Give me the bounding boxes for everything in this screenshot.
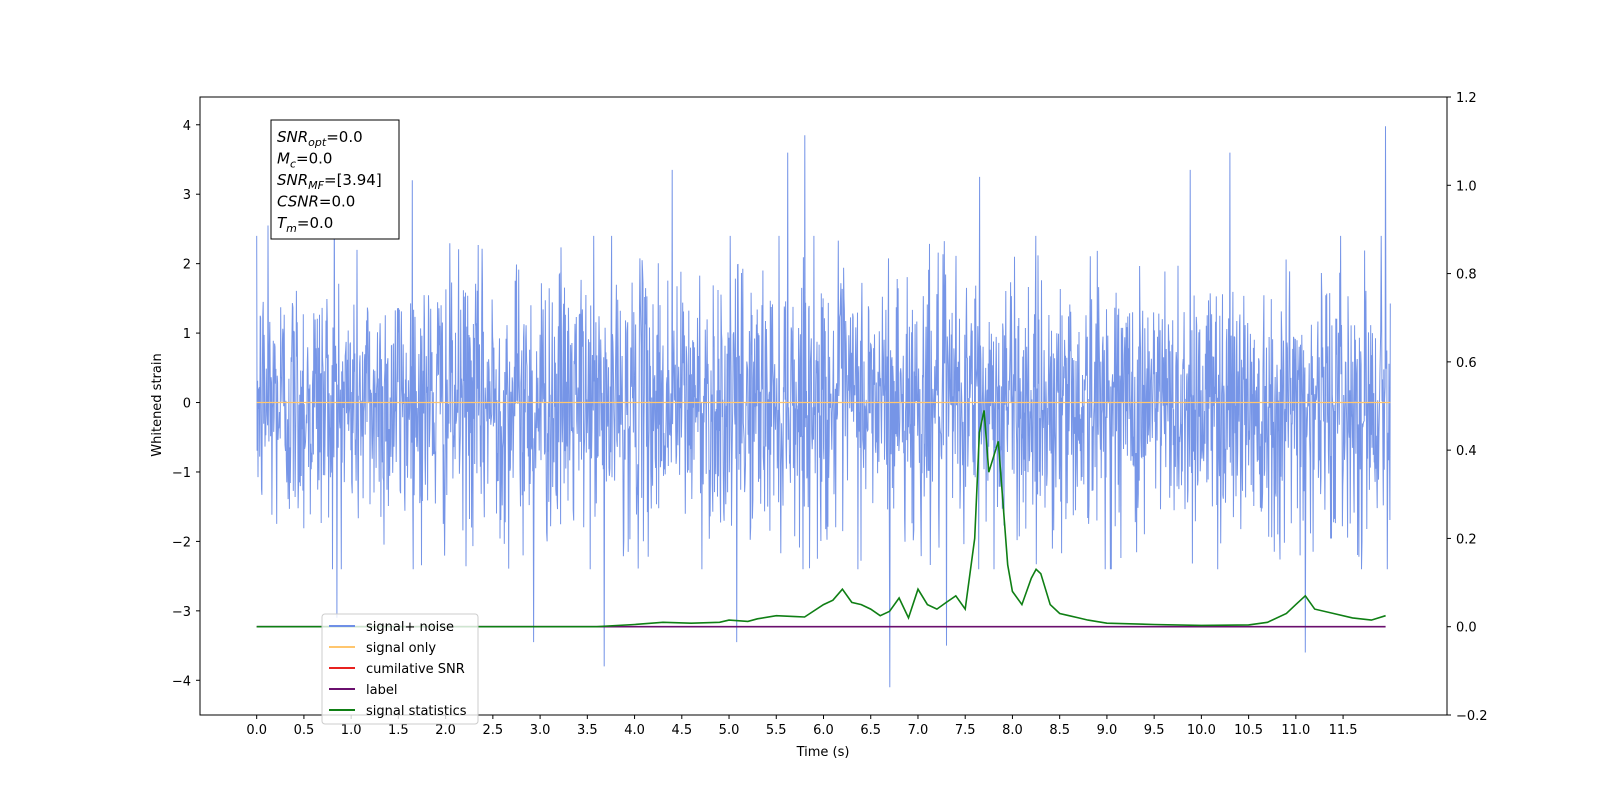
noise-line — [256, 126, 1391, 688]
x-tick-label: 1.0 — [341, 723, 362, 738]
x-tick-label: 3.5 — [577, 723, 598, 738]
y-tick-label: −3 — [172, 605, 191, 620]
info-subscript: opt — [308, 136, 327, 149]
y-tick-label: 3 — [183, 188, 191, 203]
y2-tick-label: 0.0 — [1456, 621, 1477, 636]
x-tick-label: 4.0 — [624, 723, 645, 738]
x-tick-label: 5.5 — [766, 723, 787, 738]
plot-area — [256, 126, 1391, 688]
legend-label: signal only — [366, 641, 436, 656]
x-tick-label: 0.5 — [294, 723, 315, 738]
info-subscript: m — [286, 222, 297, 235]
info-annotation-box: SNRopt=0.0Mc=0.0SNRMF=[3.94]CSNR=0.0Tm=0… — [270, 119, 400, 240]
x-tick-label: 1.5 — [388, 723, 409, 738]
statistics-line — [256, 410, 1386, 628]
info-line: Mc=0.0 — [277, 150, 332, 171]
x-tick-label: 5.0 — [719, 723, 740, 738]
y2-tick-label: 1.0 — [1456, 179, 1477, 194]
y-tick-label: 2 — [183, 258, 191, 273]
info-value: =0.0 — [319, 193, 355, 211]
info-symbol: SNR — [277, 128, 308, 146]
legend-label: cumilative SNR — [366, 662, 465, 677]
x-tick-label: 6.5 — [860, 723, 881, 738]
info-line: SNRMF=[3.94] — [277, 171, 382, 192]
y2-tick-label: 0.2 — [1456, 532, 1477, 547]
x-tick-label: 2.5 — [483, 723, 504, 738]
x-tick-label: 11.5 — [1329, 723, 1358, 738]
legend-label: signal+ noise — [366, 620, 454, 635]
x-tick-label: 9.0 — [1097, 723, 1118, 738]
y-tick-label: 1 — [183, 327, 191, 342]
info-subscript: MF — [308, 179, 324, 192]
x-tick-label: 7.5 — [955, 723, 976, 738]
info-symbol: M — [277, 150, 290, 168]
y-axis-ticks: 4 3 2 1 0 −1 −2 −3 −4 — [172, 119, 200, 689]
x-tick-label: 7.0 — [908, 723, 929, 738]
legend-frame — [321, 613, 479, 725]
x-tick-label: 2.0 — [435, 723, 456, 738]
legend: signal+ noise signal only cumilative SNR la… — [321, 613, 479, 725]
y-tick-label: 4 — [183, 119, 191, 134]
info-value: =0.0 — [326, 128, 362, 146]
y-axis-label: Whitened strain — [150, 353, 165, 456]
x-tick-label: 8.0 — [1002, 723, 1023, 738]
info-value: =0.0 — [296, 150, 332, 168]
legend-label: signal statistics — [366, 704, 467, 719]
info-value: =[3.94] — [324, 171, 382, 189]
legend-label: label — [366, 683, 397, 698]
x-tick-label: 8.5 — [1049, 723, 1070, 738]
x-tick-label: 6.0 — [813, 723, 834, 738]
y-tick-label: −4 — [172, 674, 191, 689]
info-line: CSNR=0.0 — [277, 193, 355, 211]
x-tick-label: 0.0 — [246, 723, 267, 738]
y-tick-label: −2 — [172, 535, 191, 550]
info-symbol: SNR — [277, 171, 308, 189]
statistics-series — [256, 410, 1386, 628]
y2-axis-ticks: 1.2 1.0 0.8 0.6 0.4 0.2 0.0 −0.2 — [1447, 91, 1488, 724]
x-axis-ticks: 0.0 0.5 1.0 1.5 2.0 2.5 3.0 3.5 4.0 4.5 5.0 5.5 6.0 6… — [246, 715, 1358, 738]
info-line: SNRopt=0.0 — [277, 128, 363, 149]
x-tick-label: 11.0 — [1281, 723, 1310, 738]
y2-tick-label: −0.2 — [1456, 709, 1488, 724]
info-symbol: T — [277, 214, 288, 232]
y2-tick-label: 0.4 — [1456, 444, 1477, 459]
info-symbol: CSNR — [277, 193, 319, 211]
y2-tick-label: 0.8 — [1456, 268, 1477, 283]
x-tick-label: 9.5 — [1144, 723, 1165, 738]
y-tick-label: 0 — [183, 397, 191, 412]
y-tick-label: −1 — [172, 466, 191, 481]
y2-tick-label: 1.2 — [1456, 91, 1477, 106]
x-axis-label: Time (s) — [796, 745, 850, 760]
info-value: =0.0 — [297, 214, 333, 232]
x-tick-label: 10.0 — [1187, 723, 1216, 738]
noise-series — [256, 126, 1391, 688]
info-line: Tm=0.0 — [277, 214, 333, 235]
x-tick-label: 3.0 — [530, 723, 551, 738]
info-subscript: c — [290, 158, 296, 171]
y2-tick-label: 0.6 — [1456, 356, 1477, 371]
x-tick-label: 10.5 — [1234, 723, 1263, 738]
x-tick-label: 4.5 — [671, 723, 692, 738]
